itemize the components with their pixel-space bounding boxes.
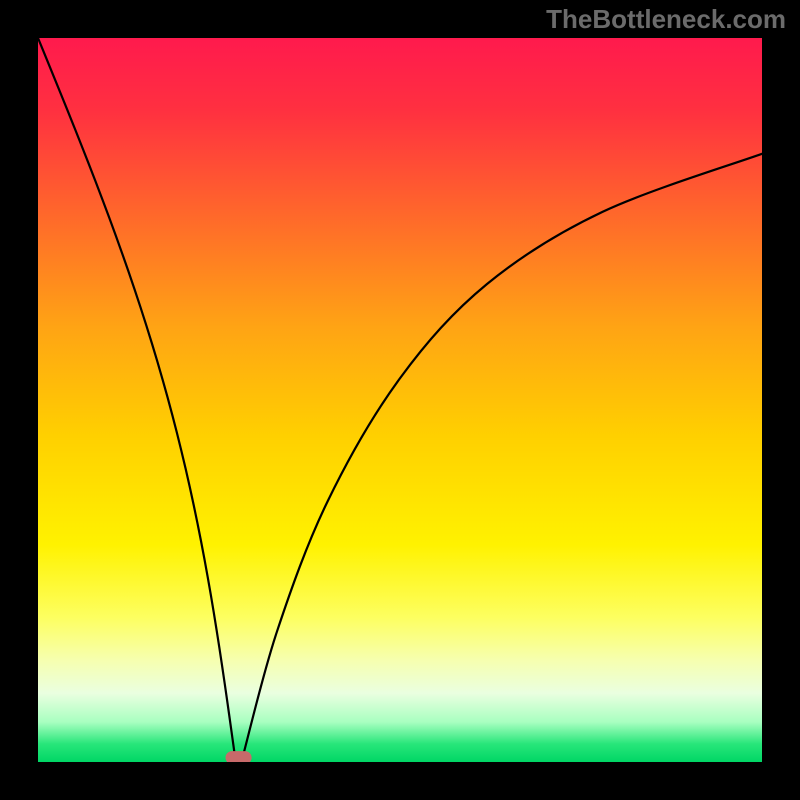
gradient-background [38, 38, 762, 762]
optimal-marker [226, 751, 252, 762]
watermark-text: TheBottleneck.com [546, 4, 786, 35]
chart-svg [38, 38, 762, 762]
plot-area [38, 38, 762, 762]
